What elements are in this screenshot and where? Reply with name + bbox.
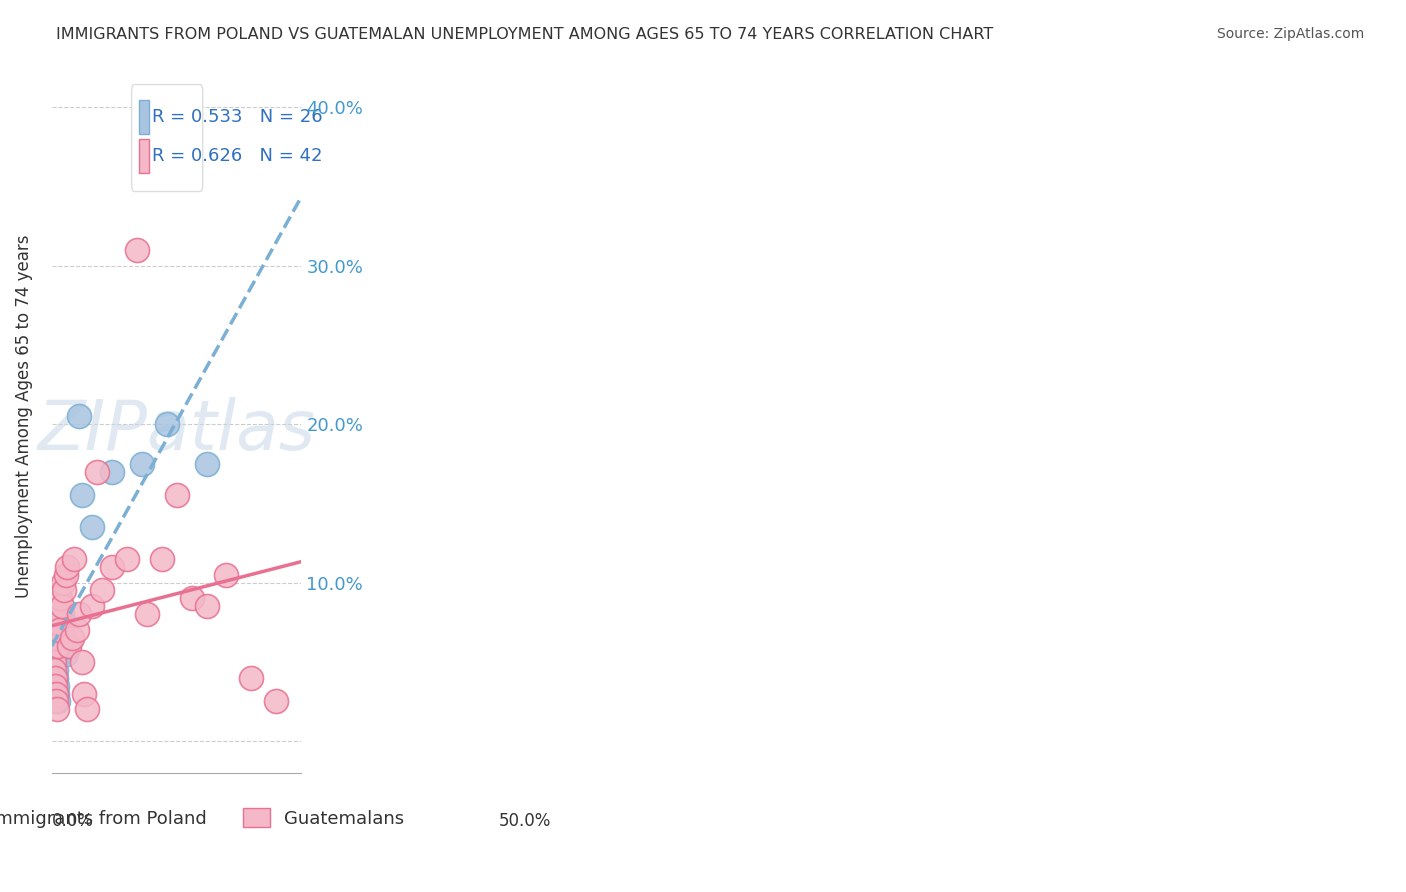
Point xyxy=(55,559,77,574)
Point xyxy=(76,702,98,716)
Point xyxy=(44,655,66,669)
Text: 50.0%: 50.0% xyxy=(499,812,551,830)
Point xyxy=(70,655,93,669)
Point xyxy=(45,694,67,708)
Text: 0.0%: 0.0% xyxy=(52,812,94,830)
Point xyxy=(48,623,70,637)
Point xyxy=(53,583,76,598)
Point xyxy=(44,663,66,677)
Point xyxy=(80,599,103,614)
Point xyxy=(48,623,70,637)
Point xyxy=(60,631,83,645)
Point xyxy=(45,663,67,677)
Point xyxy=(42,631,65,645)
Point xyxy=(73,686,96,700)
Point xyxy=(67,409,90,424)
Point xyxy=(67,607,90,622)
Point xyxy=(42,647,65,661)
Point xyxy=(215,567,238,582)
Point xyxy=(150,551,173,566)
Point xyxy=(49,647,72,661)
Point xyxy=(195,599,218,614)
Point xyxy=(90,583,112,598)
Point xyxy=(45,686,67,700)
Text: Source: ZipAtlas.com: Source: ZipAtlas.com xyxy=(1216,27,1364,41)
Point xyxy=(44,647,66,661)
Point xyxy=(44,679,66,693)
Point xyxy=(42,639,65,653)
FancyBboxPatch shape xyxy=(132,85,202,192)
Point xyxy=(46,615,69,630)
Bar xyxy=(139,100,149,134)
Point xyxy=(180,591,202,606)
Point xyxy=(86,465,108,479)
Point xyxy=(240,671,263,685)
Text: R = 0.533   N = 26: R = 0.533 N = 26 xyxy=(152,108,323,126)
Point xyxy=(49,591,72,606)
Point xyxy=(63,551,86,566)
Bar xyxy=(139,139,149,173)
Point xyxy=(100,559,122,574)
Point xyxy=(155,417,177,431)
Point xyxy=(42,655,65,669)
Point xyxy=(51,599,73,614)
Point xyxy=(70,488,93,502)
Point xyxy=(266,694,288,708)
Point xyxy=(51,607,73,622)
Point xyxy=(100,465,122,479)
Point xyxy=(66,623,89,637)
Point xyxy=(45,702,67,716)
Point xyxy=(131,457,153,471)
Point xyxy=(55,567,77,582)
Text: ZIPatlas: ZIPatlas xyxy=(38,397,315,464)
Point xyxy=(46,686,69,700)
Point xyxy=(46,639,69,653)
Point xyxy=(44,671,66,685)
Point xyxy=(42,639,65,653)
Point xyxy=(45,671,67,685)
Point xyxy=(41,631,63,645)
Point xyxy=(41,615,63,630)
Y-axis label: Unemployment Among Ages 65 to 74 years: Unemployment Among Ages 65 to 74 years xyxy=(15,235,32,598)
Point xyxy=(135,607,157,622)
Point xyxy=(166,488,188,502)
Point xyxy=(46,607,69,622)
Point xyxy=(115,551,138,566)
Point xyxy=(44,623,66,637)
Legend: Immigrants from Poland, Guatemalans: Immigrants from Poland, Guatemalans xyxy=(0,801,412,835)
Point xyxy=(125,243,148,257)
Point xyxy=(80,520,103,534)
Text: IMMIGRANTS FROM POLAND VS GUATEMALAN UNEMPLOYMENT AMONG AGES 65 TO 74 YEARS CORR: IMMIGRANTS FROM POLAND VS GUATEMALAN UNE… xyxy=(56,27,994,42)
Point xyxy=(46,694,69,708)
Point xyxy=(58,639,80,653)
Point xyxy=(52,575,75,590)
Text: R = 0.626   N = 42: R = 0.626 N = 42 xyxy=(152,147,322,165)
Point xyxy=(52,615,75,630)
Point xyxy=(55,639,77,653)
Point xyxy=(46,639,69,653)
Point xyxy=(55,647,77,661)
Point xyxy=(195,457,218,471)
Point xyxy=(45,679,67,693)
Point xyxy=(53,631,76,645)
